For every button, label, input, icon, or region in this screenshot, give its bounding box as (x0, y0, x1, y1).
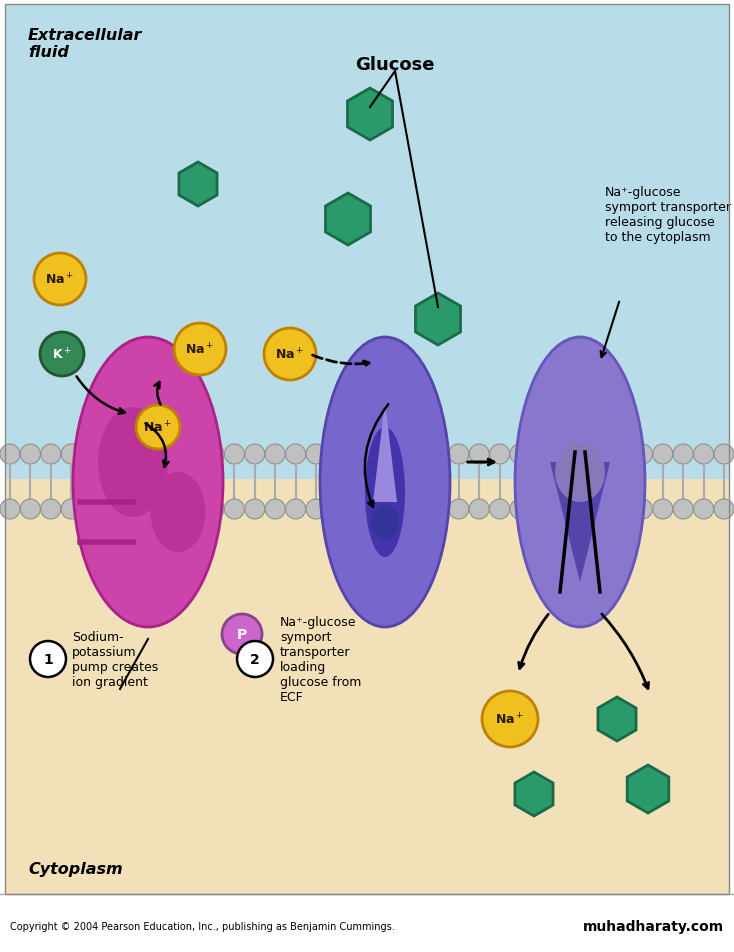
Circle shape (346, 445, 367, 465)
Circle shape (673, 445, 693, 465)
Ellipse shape (365, 427, 405, 558)
Circle shape (41, 500, 61, 520)
Circle shape (265, 445, 286, 465)
FancyBboxPatch shape (5, 5, 729, 520)
Circle shape (469, 445, 489, 465)
Text: Na$^+$: Na$^+$ (275, 347, 305, 363)
Circle shape (327, 445, 346, 465)
Circle shape (184, 500, 203, 520)
Text: Na⁺-glucose
symport transporter
releasing glucose
to the cytoplasm: Na⁺-glucose symport transporter releasin… (605, 186, 731, 244)
Text: Na$^+$: Na$^+$ (495, 711, 525, 727)
Ellipse shape (98, 407, 168, 518)
Circle shape (571, 500, 591, 520)
Circle shape (327, 500, 346, 520)
Circle shape (612, 445, 632, 465)
Circle shape (143, 445, 163, 465)
Polygon shape (325, 194, 371, 246)
Text: Sodium-
potassium
pump creates
ion gradient: Sodium- potassium pump creates ion gradi… (72, 630, 159, 688)
Polygon shape (628, 765, 669, 813)
Circle shape (653, 445, 673, 465)
Text: Na$^+$: Na$^+$ (46, 272, 75, 288)
Circle shape (490, 500, 509, 520)
Circle shape (653, 500, 673, 520)
Circle shape (571, 445, 591, 465)
Circle shape (306, 445, 326, 465)
Circle shape (41, 445, 61, 465)
Circle shape (102, 445, 122, 465)
Circle shape (163, 500, 184, 520)
Circle shape (306, 500, 326, 520)
Text: Extracellular
fluid: Extracellular fluid (28, 28, 142, 60)
Circle shape (408, 500, 428, 520)
Circle shape (482, 691, 538, 747)
Text: muhadharaty.com: muhadharaty.com (583, 919, 724, 933)
Circle shape (286, 500, 305, 520)
Circle shape (408, 445, 428, 465)
Circle shape (204, 500, 224, 520)
FancyBboxPatch shape (0, 894, 734, 952)
Circle shape (448, 500, 469, 520)
Circle shape (61, 445, 81, 465)
Polygon shape (415, 293, 460, 346)
Circle shape (0, 445, 20, 465)
Circle shape (469, 500, 489, 520)
Circle shape (40, 332, 84, 377)
Circle shape (163, 445, 184, 465)
Circle shape (237, 642, 273, 677)
Circle shape (673, 500, 693, 520)
Circle shape (265, 500, 286, 520)
Circle shape (136, 406, 180, 449)
Circle shape (490, 445, 509, 465)
Circle shape (550, 500, 571, 520)
FancyBboxPatch shape (5, 480, 729, 894)
Text: Na$^+$: Na$^+$ (186, 342, 214, 357)
Circle shape (81, 445, 101, 465)
Text: Copyright © 2004 Pearson Education, Inc., publishing as Benjamin Cummings.: Copyright © 2004 Pearson Education, Inc.… (10, 921, 395, 931)
Circle shape (388, 500, 407, 520)
Circle shape (184, 445, 203, 465)
Circle shape (694, 500, 713, 520)
Circle shape (510, 445, 530, 465)
Circle shape (592, 445, 611, 465)
Circle shape (143, 500, 163, 520)
Circle shape (714, 445, 734, 465)
Circle shape (531, 445, 550, 465)
Ellipse shape (555, 443, 605, 503)
Text: Cytoplasm: Cytoplasm (28, 862, 123, 877)
Circle shape (510, 500, 530, 520)
Ellipse shape (320, 338, 450, 627)
Ellipse shape (73, 338, 223, 627)
Text: Na⁺-glucose
symport
transporter
loading
glucose from
ECF: Na⁺-glucose symport transporter loading … (280, 615, 361, 704)
Circle shape (367, 445, 388, 465)
Polygon shape (347, 89, 393, 141)
Circle shape (21, 500, 40, 520)
Circle shape (123, 445, 142, 465)
Circle shape (633, 445, 653, 465)
Text: P: P (237, 627, 247, 642)
Circle shape (286, 445, 305, 465)
Circle shape (429, 445, 448, 465)
Text: 1: 1 (43, 652, 53, 666)
Circle shape (174, 324, 226, 376)
Circle shape (204, 445, 224, 465)
Circle shape (34, 254, 86, 306)
Ellipse shape (371, 505, 399, 540)
Circle shape (21, 445, 40, 465)
Circle shape (714, 500, 734, 520)
Circle shape (225, 445, 244, 465)
Circle shape (612, 500, 632, 520)
Circle shape (245, 500, 265, 520)
Circle shape (388, 445, 407, 465)
Circle shape (429, 500, 448, 520)
Text: Glucose: Glucose (355, 56, 435, 74)
Circle shape (123, 500, 142, 520)
Circle shape (0, 500, 20, 520)
Circle shape (367, 500, 388, 520)
Circle shape (448, 445, 469, 465)
Circle shape (633, 500, 653, 520)
Circle shape (61, 500, 81, 520)
Circle shape (222, 614, 262, 654)
Text: 2: 2 (250, 652, 260, 666)
Circle shape (531, 500, 550, 520)
